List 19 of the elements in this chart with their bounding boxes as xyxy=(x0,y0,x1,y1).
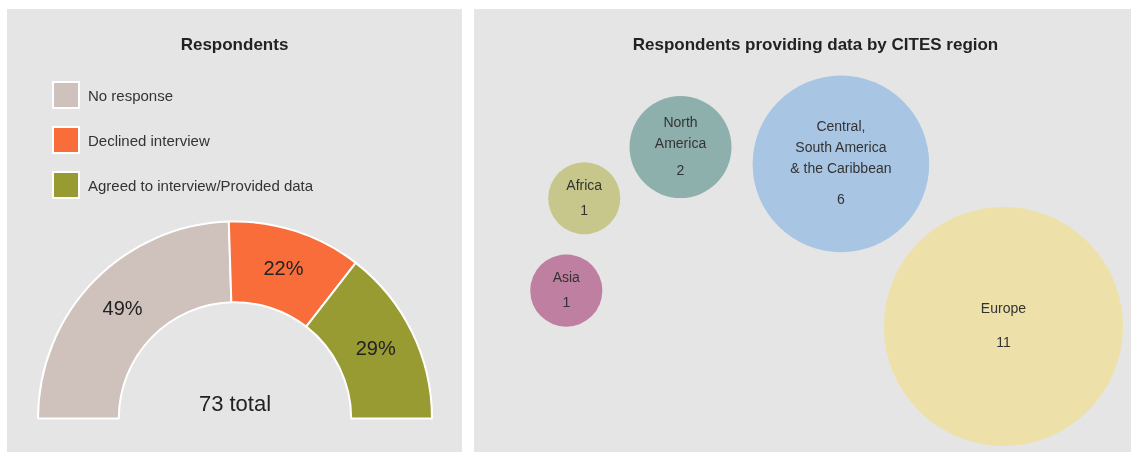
data-label: 1 xyxy=(580,201,589,218)
data-label: 6 xyxy=(837,191,846,208)
category-label: Europe xyxy=(980,300,1027,317)
data-label: 1 xyxy=(562,293,571,310)
data-label: 2 xyxy=(676,161,685,178)
category-label: Central, South America & the Caribbean xyxy=(790,118,892,177)
legend-label: No response xyxy=(88,86,174,104)
legend-label: Declined interview xyxy=(88,131,210,149)
text: Respondents providing data by CITES region xyxy=(631,35,1000,55)
data-label: 11 xyxy=(996,334,1011,351)
text: 73 total xyxy=(198,390,272,416)
data-label: 22% xyxy=(263,257,304,280)
data-label: 49% xyxy=(102,297,143,320)
category-label: Asia xyxy=(552,268,581,285)
chart-title: Respondents xyxy=(179,35,290,55)
legend-label: Agreed to interview/Provided data xyxy=(88,176,314,194)
data-label: 29% xyxy=(355,337,396,360)
category-label: Africa xyxy=(566,176,603,193)
category-label: North America xyxy=(654,114,707,152)
